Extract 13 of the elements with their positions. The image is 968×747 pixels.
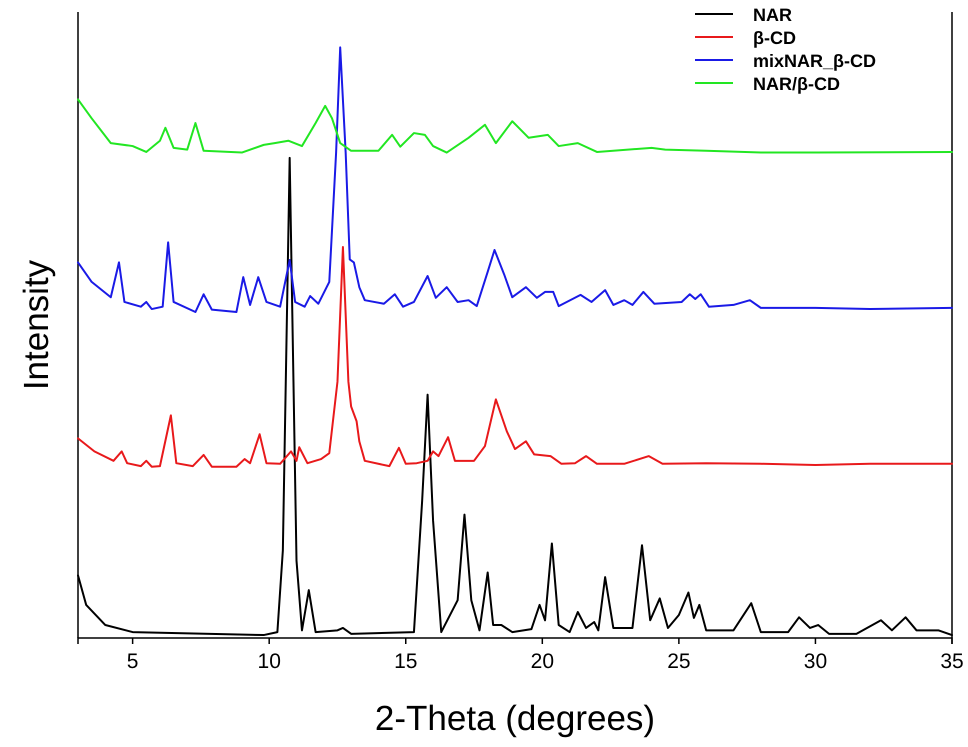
legend-label: β-CD <box>753 28 796 48</box>
x-tick-label: 25 <box>667 650 691 673</box>
legend-label: mixNAR_β-CD <box>753 51 876 71</box>
x-tick-label: 20 <box>530 650 554 673</box>
x-tick-label: 30 <box>804 650 828 673</box>
y-axis-title: Intensity <box>17 259 56 390</box>
x-tick-label: 5 <box>126 650 138 673</box>
x-tick-label: 35 <box>940 650 964 673</box>
x-tick-label: 10 <box>258 650 281 673</box>
x-tick-label: 15 <box>394 650 418 673</box>
legend-label: NAR <box>753 5 792 25</box>
x-axis-title: 2-Theta (degrees) <box>374 699 656 738</box>
legend-label: NAR/β-CD <box>753 74 840 94</box>
